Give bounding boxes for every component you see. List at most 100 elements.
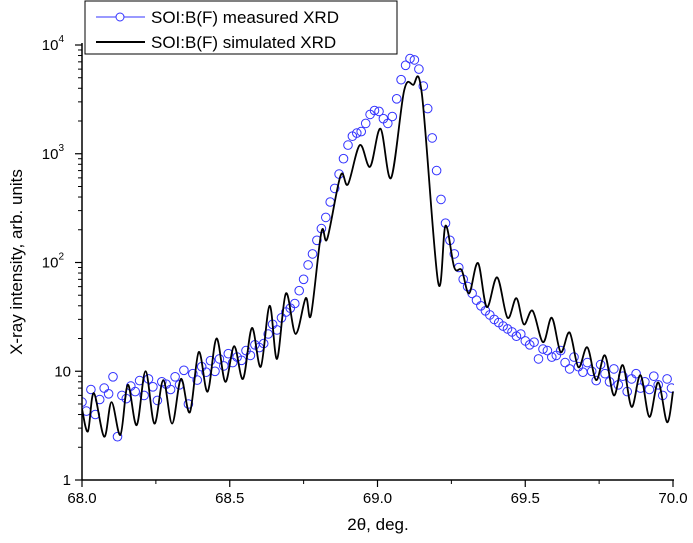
legend-measured-label: SOI:B(F) measured XRD: [151, 8, 339, 27]
y-tick-base: 10: [42, 37, 59, 54]
measured-point: [564, 364, 575, 374]
y-tick-base: 10: [54, 363, 71, 380]
measured-point: [352, 128, 362, 138]
x-tick-label: 70.0: [658, 490, 687, 507]
measured-point: [547, 352, 557, 362]
measured-point: [245, 350, 256, 361]
x-tick-label: 68.5: [215, 490, 244, 507]
y-tick-label: 10: [54, 363, 71, 380]
measured-point: [511, 331, 522, 342]
measured-point: [294, 285, 305, 296]
measured-point: [383, 118, 393, 129]
measured-point: [99, 383, 109, 393]
measured-point: [414, 64, 424, 74]
measured-point: [405, 53, 415, 64]
measured-point: [640, 377, 650, 387]
measured-point: [108, 372, 118, 382]
measured-point: [387, 111, 398, 122]
y-tick-exponent: 3: [58, 143, 64, 154]
measured-point: [356, 126, 367, 137]
measured-point: [538, 344, 548, 354]
measured-point: [298, 274, 309, 285]
measured-point: [649, 371, 659, 382]
measured-point: [205, 355, 216, 366]
measured-point: [591, 375, 602, 386]
y-tick-base: 10: [42, 146, 59, 163]
measured-point: [560, 357, 570, 368]
measured-point: [374, 106, 384, 117]
measured-point: [449, 249, 460, 259]
measured-point: [103, 389, 114, 399]
x-tick-label: 69.0: [363, 490, 392, 507]
measured-point: [170, 372, 180, 382]
y-axis-title: X-ray intensity, arb. units: [7, 169, 26, 355]
measured-point: [165, 384, 176, 395]
measured-series: [82, 53, 674, 442]
measured-point: [188, 368, 198, 379]
measured-point: [152, 395, 163, 406]
measured-point: [303, 260, 313, 270]
x-axis-title: 2θ, deg.: [347, 515, 408, 534]
y-tick-exponent: 4: [58, 34, 64, 45]
measured-point: [555, 345, 566, 356]
measured-point: [476, 301, 486, 311]
legend-measured-marker: [115, 12, 125, 22]
measured-point: [329, 183, 340, 194]
legend-item-simulated: SOI:B(F) simulated XRD: [96, 33, 336, 52]
y-tick-label: 103: [42, 143, 65, 163]
measured-point: [471, 295, 482, 306]
measured-point: [427, 133, 438, 143]
measured-point: [223, 348, 234, 359]
y-tick-base: 10: [42, 255, 59, 272]
legend-item-measured: SOI:B(F) measured XRD: [96, 8, 339, 27]
measured-point: [529, 337, 539, 348]
simulated-series: [82, 75, 674, 438]
measured-point: [307, 249, 318, 259]
measured-point: [533, 354, 544, 364]
legend: SOI:B(F) measured XRD SOI:B(F) simulated…: [84, 0, 398, 55]
y-tick-exponent: 2: [58, 252, 64, 263]
measured-point: [391, 94, 402, 104]
measured-point: [321, 212, 331, 223]
measured-point: [516, 329, 526, 339]
measured-point: [422, 103, 433, 114]
x-tick-label: 68.0: [67, 490, 96, 507]
simulated-line: [82, 75, 674, 438]
measured-point: [343, 140, 353, 150]
measured-point: [263, 329, 274, 339]
legend-simulated-label: SOI:B(F) simulated XRD: [151, 33, 336, 52]
measured-point: [290, 298, 300, 309]
measured-point: [325, 197, 336, 207]
measured-point: [400, 60, 411, 71]
measured-point: [578, 367, 588, 378]
measured-point: [396, 74, 406, 85]
measured-point: [192, 375, 202, 385]
measured-point: [369, 105, 380, 116]
measured-point: [436, 194, 446, 205]
y-tick-label: 102: [42, 252, 65, 272]
measured-point: [338, 153, 349, 164]
measured-point: [609, 364, 619, 374]
measured-point: [360, 118, 371, 129]
measured-point: [312, 235, 322, 246]
y-tick-label: 1: [63, 472, 71, 489]
x-tick-label: 69.5: [511, 490, 540, 507]
measured-point: [418, 81, 429, 91]
measured-point: [431, 165, 442, 176]
measured-point: [86, 384, 96, 395]
measured-point: [666, 383, 674, 393]
measured-point: [112, 431, 123, 442]
measured-point: [662, 374, 672, 384]
measured-point: [631, 368, 641, 379]
measured-point: [626, 374, 637, 384]
measured-point: [644, 384, 655, 395]
y-tick-label: 104: [42, 34, 65, 54]
measured-point: [179, 365, 189, 376]
measured-point: [139, 390, 149, 401]
measured-point: [130, 386, 140, 397]
measured-point: [542, 345, 553, 356]
y-tick-base: 1: [63, 472, 71, 489]
measured-point: [409, 55, 420, 65]
